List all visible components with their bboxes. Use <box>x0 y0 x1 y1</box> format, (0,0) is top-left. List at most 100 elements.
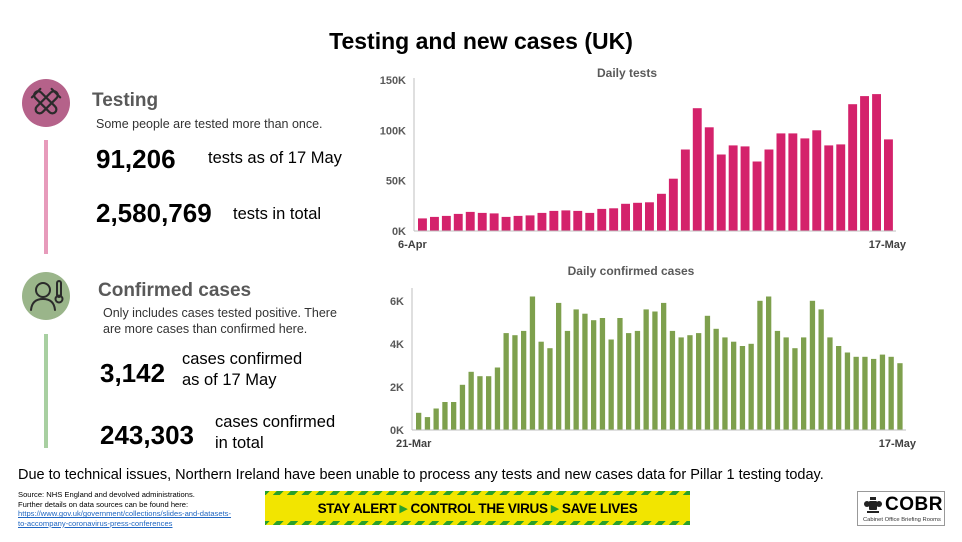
daily-cases-chart: Daily confirmed cases 0K 2K 4K 6K 21-Mar 17-Ma… <box>360 262 920 458</box>
bar <box>844 352 851 430</box>
y-tick-label: 4K <box>390 339 404 351</box>
bar <box>564 330 571 430</box>
bar <box>871 358 877 430</box>
testing-note: Some people are tested more than once. <box>96 117 323 131</box>
bar <box>848 104 858 231</box>
bar <box>722 337 728 430</box>
page-title: Testing and new cases (UK) <box>329 28 633 54</box>
bar <box>424 417 431 430</box>
bar <box>503 333 509 430</box>
cases-divider <box>44 334 48 448</box>
bar <box>561 210 571 231</box>
bar <box>609 208 619 231</box>
chart-title: Daily confirmed cases <box>568 264 695 278</box>
y-tick-label: 0K <box>392 226 406 238</box>
bar <box>556 302 562 430</box>
daily-cases-svg: Daily confirmed cases 0K 2K 4K 6K 21-Mar 17-Ma… <box>390 264 917 450</box>
bar <box>599 318 606 430</box>
bar <box>764 149 774 231</box>
testing-divider <box>44 140 48 254</box>
banner-arrow-icon: ▶ <box>399 502 408 515</box>
tests-daily-value: 91,206 <box>96 144 176 174</box>
bar <box>538 341 544 430</box>
bar <box>626 333 632 430</box>
bar <box>652 311 658 430</box>
tests-total-label: tests in total <box>233 205 322 223</box>
bar <box>766 296 772 430</box>
cases-total-label-line2: in total <box>215 434 264 452</box>
banner-part2: CONTROL THE VIRUS <box>410 500 548 516</box>
bar <box>451 402 457 430</box>
x-tick-label-start: 6-Apr <box>398 239 427 251</box>
banner-text: STAY ALERT ▶ CONTROL THE VIRUS ▶ SAVE LI… <box>265 495 690 521</box>
bar <box>788 133 798 231</box>
bar <box>621 203 630 231</box>
x-tick-label-end: 17-May <box>869 239 907 251</box>
bar <box>752 161 762 231</box>
bar <box>453 213 463 231</box>
bar <box>608 339 614 430</box>
bar <box>862 356 868 430</box>
y-tick-label: 50K <box>386 176 406 188</box>
bar <box>549 210 559 231</box>
bar <box>486 376 492 430</box>
bar <box>696 333 702 430</box>
bar <box>657 193 666 231</box>
source-link-line2[interactable]: to-accompany-coronavirus-press-conferenc… <box>18 518 173 528</box>
tests-daily-label: tests as of 17 May <box>208 149 342 167</box>
bar <box>537 212 547 231</box>
bar <box>416 412 422 430</box>
bar <box>668 178 678 231</box>
bar <box>430 216 439 231</box>
test-tubes-icon <box>22 79 70 127</box>
cases-total-label-line1: cases confirmed <box>215 413 336 431</box>
bar <box>809 300 816 430</box>
source-link-line1[interactable]: https://www.gov.uk/government/collection… <box>18 509 232 519</box>
bar <box>529 296 536 430</box>
bar <box>617 318 623 430</box>
x-tick-label-start: 21-Mar <box>396 438 432 450</box>
bar <box>591 320 597 430</box>
bar <box>704 127 714 231</box>
cases-total-value: 243,303 <box>100 420 194 450</box>
bar <box>669 330 676 430</box>
banner-stripe-top <box>265 491 690 495</box>
bar <box>748 343 754 430</box>
x-tick-label-end: 17-May <box>879 438 917 450</box>
daily-tests-svg: Daily tests 0K 50K 100K 150K 6-Apr 17-May <box>380 66 907 251</box>
bar <box>776 133 786 231</box>
cobr-subtitle: Cabinet Office Briefing Rooms <box>863 517 941 523</box>
bar <box>836 144 846 231</box>
cases-daily-label-line2: as of 17 May <box>182 371 277 389</box>
y-tick-label: 0K <box>390 425 404 437</box>
bar <box>459 384 466 430</box>
bar <box>853 356 859 430</box>
y-tick-label: 2K <box>390 382 404 394</box>
cases-heading: Confirmed cases <box>98 280 252 301</box>
bar <box>494 367 501 430</box>
cases-note-line2: are more cases than confirmed here. <box>103 322 308 336</box>
bar <box>728 145 738 231</box>
bar <box>739 346 746 430</box>
bar <box>512 335 518 430</box>
bar <box>897 363 903 430</box>
bar <box>827 337 833 430</box>
bar <box>713 328 719 430</box>
bar <box>477 212 487 231</box>
bar <box>888 356 894 430</box>
bar <box>757 300 763 430</box>
daily-tests-chart: Daily tests 0K 50K 100K 150K 6-Apr 17-May <box>360 62 920 258</box>
footnote: Due to technical issues, Northern Irelan… <box>18 467 824 483</box>
bar <box>884 139 893 231</box>
chart-title: Daily tests <box>597 66 657 80</box>
cases-daily-label-line1: cases confirmed <box>182 350 303 368</box>
testing-heading: Testing <box>92 90 159 111</box>
source-line1: Source: NHS England and devolved adminis… <box>18 490 195 499</box>
banner-part1: STAY ALERT <box>317 500 397 516</box>
bar <box>418 218 427 231</box>
bar <box>836 346 842 430</box>
y-tick-label: 6K <box>390 296 404 308</box>
bar <box>573 309 579 430</box>
source-note: Source: NHS England and devolved adminis… <box>18 490 268 528</box>
person-thermometer-icon <box>22 272 70 320</box>
